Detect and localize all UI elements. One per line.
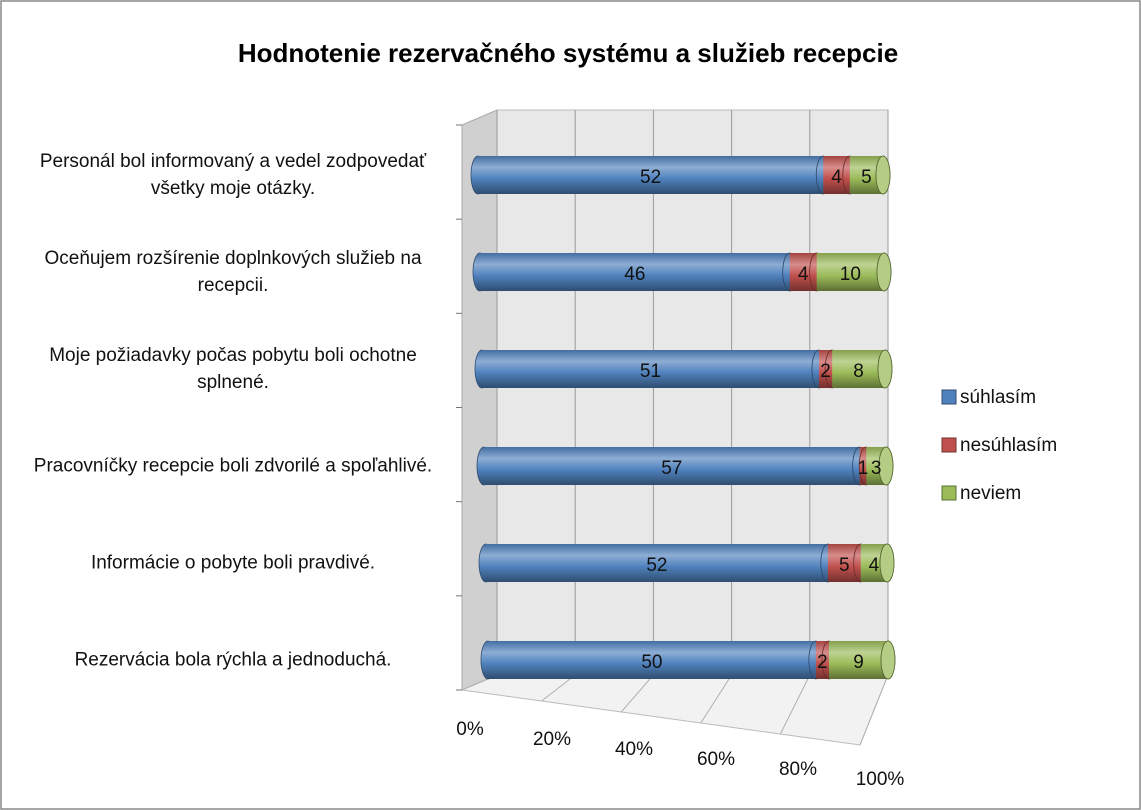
data-label: 52 [640,167,661,188]
x-tick-label: 0% [456,719,484,740]
bar-segment [832,350,885,388]
data-label: 5 [839,555,850,576]
side-wall [461,109,498,691]
y-tick-label: Rezervácia bola rýchla a jednoduchá. [74,649,392,671]
floor-grid-line [700,674,733,724]
y-tick-label: Personál bol informovaný a vedel zodpove… [39,151,427,199]
data-label: 57 [661,458,682,479]
x-tick-label: 40% [615,739,653,760]
data-label: 4 [798,264,809,285]
bar-segment [478,156,824,194]
floor-grid-line [620,674,654,713]
bar-segment [482,350,819,388]
bar-end [875,155,891,195]
data-label: 3 [871,458,882,479]
data-label: 46 [624,264,645,285]
bar-end [876,252,892,292]
legend-swatch [941,485,957,501]
chart-title: Hodnotenie rezervačného systému a služie… [238,38,898,68]
y-tick-label: Informácie o pobyte boli pravdivé. [90,552,376,574]
legend-swatch [941,389,957,405]
data-label: 52 [646,555,667,576]
bar-end [877,349,893,389]
floor-grid-line [779,674,811,735]
x-tick-label: 60% [697,749,735,770]
legend-label: nesúhlasím [960,435,1057,456]
bar-segment [484,447,860,485]
data-label: 2 [817,652,828,673]
y-tick-label: Moje požiadavky počas pobytu boli ochotn… [49,345,417,393]
bar-segment [816,253,884,291]
data-label: 10 [840,264,861,285]
data-label: 50 [641,652,662,673]
bar-segment [486,544,828,582]
data-label: 4 [869,555,880,576]
x-tick-label: 100% [856,769,905,790]
bar-end [880,640,896,680]
legend-label: súhlasím [960,387,1036,408]
y-tick-label: Oceňujem rozšírenie doplnkových služieb … [44,248,422,296]
data-label: 4 [831,167,842,188]
floor-grid-line [859,674,889,746]
y-tick-label: Pracovníčky recepcie boli zdvorilé a spo… [33,455,433,477]
data-label: 5 [861,167,872,188]
x-tick-label: 80% [779,759,817,780]
bar-segment [480,253,790,291]
legend-swatch [941,437,957,453]
x-tick-label: 20% [533,729,571,750]
floor-grid-line [541,674,576,702]
data-label: 51 [640,361,661,382]
legend-label: neviem [960,483,1021,504]
bar-end [879,543,895,583]
bar-end [878,446,894,486]
data-label: 2 [820,361,831,382]
data-label: 1 [858,458,869,479]
back-wall [496,109,889,676]
data-label: 9 [853,652,864,673]
bar-segment [828,641,888,679]
bar-segment [488,641,816,679]
data-label: 8 [853,361,864,382]
